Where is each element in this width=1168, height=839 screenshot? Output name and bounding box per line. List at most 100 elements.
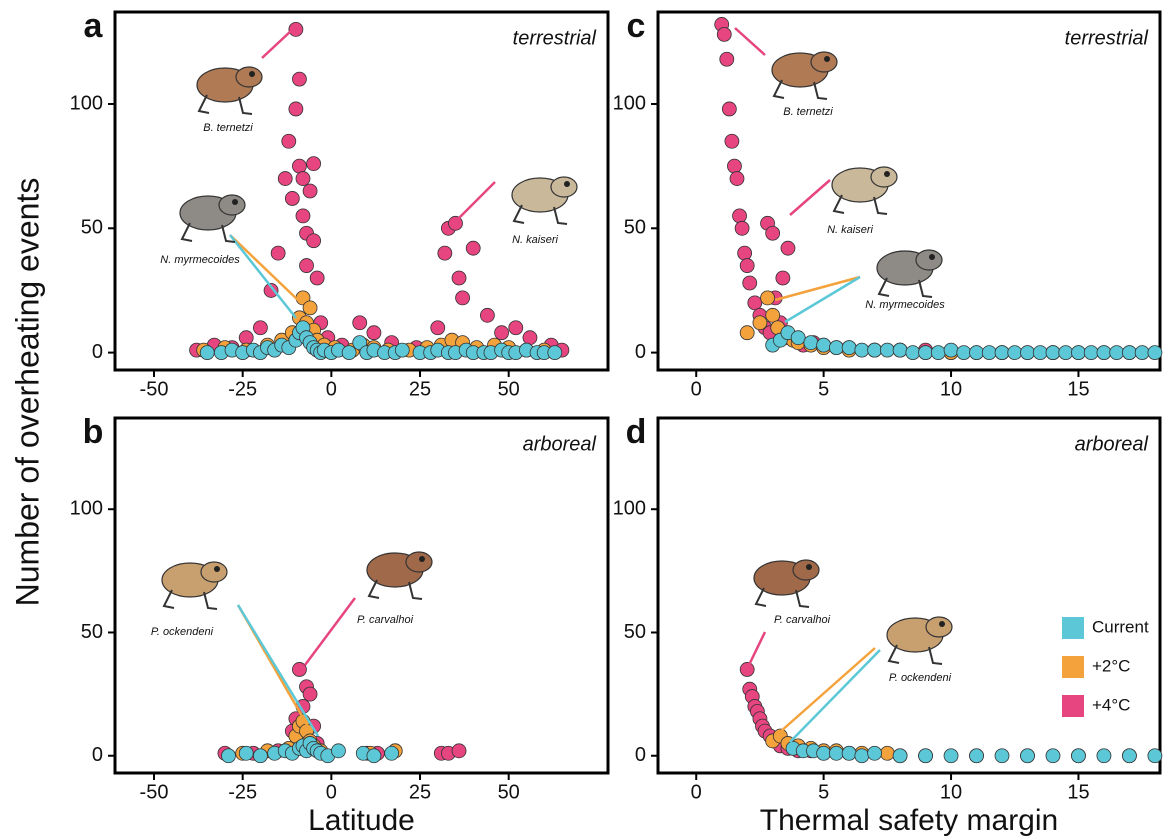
data-point: [943, 342, 959, 358]
frog-head: [550, 176, 578, 198]
data-point: [816, 337, 832, 353]
frog-head: [810, 51, 838, 73]
data-point: [790, 330, 806, 346]
x-axis-label: Thermal safety margin: [760, 804, 1058, 837]
legend-swatch: [1062, 656, 1084, 678]
frog-head: [870, 166, 898, 188]
leader-line: [303, 597, 357, 666]
data-point: [292, 71, 307, 87]
species-label: P. carvalhoi: [357, 614, 414, 626]
data-point: [981, 345, 997, 360]
data-point: [309, 270, 325, 286]
frog-illustration: [511, 176, 578, 225]
y-tick-label: 0: [635, 744, 646, 766]
leader-line: [229, 234, 297, 319]
frog-head: [200, 561, 228, 583]
data-point: [281, 133, 297, 149]
habitat-label: terrestrial: [513, 27, 597, 49]
x-tick-label: -25: [228, 781, 257, 803]
data-point: [739, 325, 755, 341]
data-point: [295, 208, 311, 224]
legend-label: +2°C: [1092, 656, 1130, 675]
data-point: [1096, 345, 1112, 360]
data-point: [816, 745, 832, 761]
habitat-label: terrestrial: [1065, 27, 1149, 49]
data-point: [292, 158, 307, 174]
x-tick-label: 5: [818, 781, 829, 803]
frog-illustration: [179, 194, 246, 243]
frog-eye: [824, 56, 830, 62]
frog-eye: [884, 171, 890, 177]
frog-leg: [512, 204, 568, 225]
species-label: N. kaiseri: [512, 234, 558, 246]
species-label: B. ternetzi: [203, 122, 253, 134]
y-tick-label: 100: [70, 92, 103, 114]
data-point: [721, 101, 737, 117]
data-point: [341, 345, 357, 360]
data-point: [288, 101, 304, 117]
data-point: [292, 662, 307, 677]
data-point: [739, 258, 755, 273]
data-point: [253, 748, 268, 764]
frog-eye: [564, 181, 570, 187]
data-point: [1007, 345, 1023, 360]
x-tick-label: -50: [140, 378, 169, 400]
data-point: [828, 340, 844, 356]
data-point: [221, 748, 236, 764]
x-tick-label: 15: [1067, 781, 1089, 803]
data-point: [437, 245, 453, 261]
data-point: [752, 315, 768, 331]
data-point: [734, 220, 750, 236]
x-tick-label: -25: [228, 378, 257, 400]
data-point: [732, 208, 747, 224]
data-point: [547, 345, 563, 360]
frog-illustration: [366, 551, 433, 600]
frog-illustration: [161, 561, 228, 610]
data-point: [727, 158, 742, 174]
x-tick-label: 0: [326, 781, 337, 803]
species-label: P. ockendeni: [889, 672, 952, 684]
data-point: [879, 342, 895, 358]
data-point: [366, 325, 382, 341]
y-tick-label: 0: [635, 341, 646, 363]
frog-eye: [232, 199, 238, 205]
leader-line: [734, 27, 766, 56]
data-point: [384, 745, 400, 761]
y-tick-label: 50: [81, 621, 103, 643]
data-point: [841, 745, 857, 761]
data-point: [879, 745, 895, 761]
data-point: [803, 335, 819, 351]
data-point: [918, 748, 933, 764]
data-point: [1071, 345, 1086, 360]
y-tick-label: 50: [624, 217, 646, 239]
leader-line: [779, 647, 876, 733]
data-point: [719, 51, 735, 67]
data-point: [1032, 345, 1048, 360]
species-label: N. kaiseri: [827, 224, 873, 236]
data-point: [1020, 748, 1035, 764]
x-tick-label: -50: [140, 781, 169, 803]
data-point: [270, 245, 286, 261]
frog-leg: [162, 589, 218, 610]
data-point: [775, 270, 791, 286]
frog-leg: [887, 644, 943, 665]
data-point: [263, 283, 279, 298]
frog-illustration: [196, 66, 263, 115]
legend-swatch: [1062, 617, 1084, 639]
data-point: [394, 342, 410, 358]
data-point: [306, 156, 322, 172]
legend-label: Current: [1092, 617, 1149, 636]
data-point: [1122, 748, 1137, 764]
data-point: [277, 171, 293, 186]
data-point: [892, 342, 908, 358]
data-point: [747, 295, 763, 311]
y-tick-label: 100: [613, 497, 646, 519]
data-point: [729, 171, 745, 186]
species-label: P. carvalhoi: [774, 614, 831, 626]
frog-head: [915, 249, 943, 271]
x-tick-label: 50: [498, 781, 520, 803]
leader-line: [746, 631, 767, 668]
data-point: [465, 240, 481, 256]
frog-leg: [877, 277, 933, 298]
data-point: [716, 26, 732, 42]
